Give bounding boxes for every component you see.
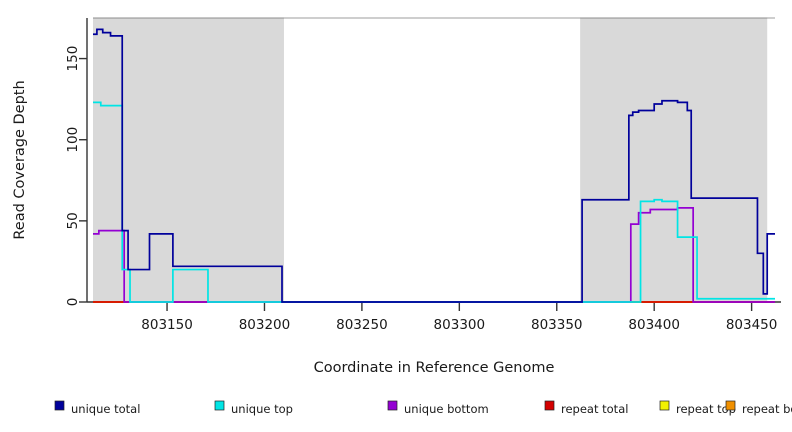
- y-tick-label-1: 50: [65, 212, 81, 229]
- x-tick-label-1: 803200: [239, 317, 291, 333]
- legend-swatch-repeat-bottom: [725, 400, 736, 411]
- x-tick-label-4: 803350: [531, 317, 583, 333]
- legend-swatch-unique-top: [214, 400, 225, 411]
- legend-swatch-unique-bottom: [387, 400, 398, 411]
- x-axis-title: Coordinate in Reference Genome: [314, 360, 555, 376]
- legend-item-repeat-total: repeat total: [544, 400, 628, 416]
- y-tick-label-3: 150: [65, 46, 81, 72]
- y-axis-title: Read Coverage Depth: [12, 80, 28, 239]
- legend-item-unique-top: unique top: [214, 400, 293, 416]
- shaded-region-1: [580, 18, 768, 302]
- legend-label-repeat-total: repeat total: [561, 402, 628, 416]
- legend-swatch-unique-total: [54, 400, 65, 411]
- x-tick-label-2: 803250: [336, 317, 388, 333]
- legend-label-repeat-bottom: repeat bottom: [742, 402, 792, 416]
- legend-label-unique-bottom: unique bottom: [404, 402, 489, 416]
- y-tick-label-2: 100: [65, 127, 81, 153]
- legend-item-unique-total: unique total: [54, 400, 140, 416]
- y-tick-label-0: 0: [65, 298, 81, 307]
- x-tick-label-0: 803150: [141, 317, 193, 333]
- legend-swatch-repeat-total: [544, 400, 555, 411]
- legend-item-repeat-top: repeat top: [659, 400, 736, 416]
- legend-label-unique-top: unique top: [231, 402, 293, 416]
- legend-item-unique-bottom: unique bottom: [387, 400, 489, 416]
- x-tick-label-3: 803300: [434, 317, 486, 333]
- series-group: [93, 28, 775, 303]
- x-tick-label-5: 803400: [628, 317, 680, 333]
- series-line-unique-total: [93, 28, 775, 303]
- legend-label-unique-total: unique total: [71, 402, 140, 416]
- legend-swatch-repeat-top: [659, 400, 670, 411]
- legend-item-repeat-bottom: repeat bottom: [725, 400, 792, 416]
- x-tick-label-6: 803450: [726, 317, 778, 333]
- legend-label-repeat-top: repeat top: [676, 402, 736, 416]
